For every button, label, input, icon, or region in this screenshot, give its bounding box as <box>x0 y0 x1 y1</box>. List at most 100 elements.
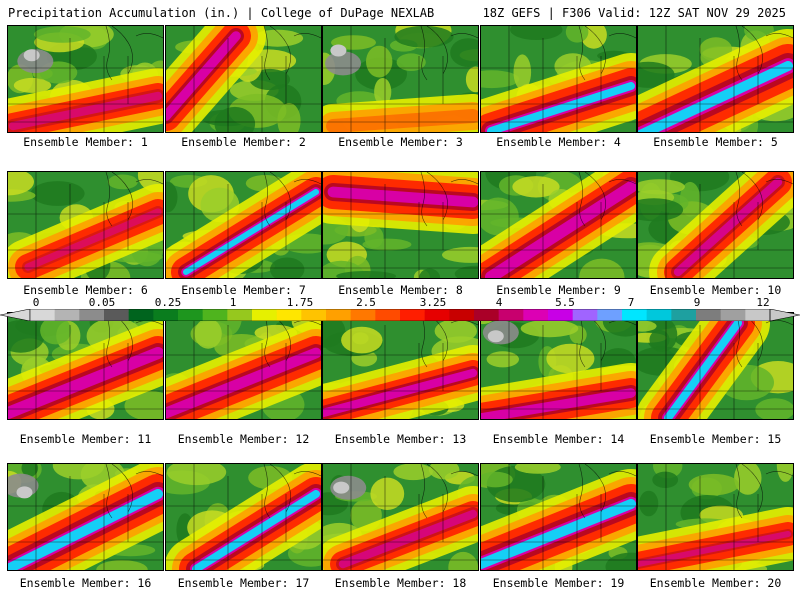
state-boundaries <box>8 26 163 132</box>
legend-tick: 0.25 <box>154 296 182 309</box>
state-boundaries <box>481 313 636 419</box>
precip-map <box>166 464 321 570</box>
legend-color-swatch <box>104 309 129 321</box>
legend-color-swatch <box>128 309 154 321</box>
legend-tick: 7 <box>627 296 635 309</box>
legend-tick: 4 <box>495 296 503 309</box>
state-boundaries <box>323 464 478 570</box>
ensemble-member-label: Ensemble Member: 2 <box>181 135 306 149</box>
ensemble-member-label: Ensemble Member: 19 <box>492 576 625 590</box>
legend-color-swatch <box>449 309 475 321</box>
precip-map <box>166 172 321 278</box>
legend-color-swatch <box>622 309 647 321</box>
ensemble-member-label: Ensemble Member: 3 <box>338 135 463 149</box>
state-boundaries <box>8 172 163 278</box>
precip-map <box>323 26 478 132</box>
color-scale-legend: 0 0.05 0.25 1 1.75 2.5 3.25 4 5.5 7 9 12 <box>0 297 800 321</box>
legend-tick: 1 <box>229 296 237 309</box>
legend-color-swatch <box>474 309 499 321</box>
legend-color-swatch <box>79 309 105 321</box>
ensemble-map-panel <box>322 463 479 571</box>
precip-map <box>638 26 793 132</box>
state-boundaries <box>481 172 636 278</box>
legend-color-swatch <box>671 309 697 321</box>
legend-color-swatch <box>597 309 623 321</box>
precip-map <box>638 464 793 570</box>
ensemble-member-label: Ensemble Member: 13 <box>334 432 467 446</box>
precip-map <box>481 464 636 570</box>
ensemble-member-label: Ensemble Member: 16 <box>19 576 152 590</box>
precip-map <box>8 313 163 419</box>
ensemble-map-panel <box>7 463 164 571</box>
precip-map <box>481 26 636 132</box>
precip-map <box>638 313 793 419</box>
ensemble-member-label: Ensemble Member: 5 <box>653 135 778 149</box>
legend-color-swatch <box>30 309 55 321</box>
ensemble-map-panel <box>480 463 637 571</box>
ensemble-map-panel <box>165 463 322 571</box>
ensemble-map-panel <box>480 171 637 279</box>
ensemble-map-panel <box>322 312 479 420</box>
ensemble-map-panel <box>480 25 637 133</box>
legend-arrow-left <box>0 309 31 321</box>
legend-color-swatch <box>375 309 401 321</box>
precip-map <box>166 26 321 132</box>
state-boundaries <box>166 26 321 132</box>
legend-color-swatch <box>523 309 549 321</box>
legend-tick: 2.5 <box>356 296 376 309</box>
legend-tick: 0 <box>32 296 40 309</box>
ensemble-map-panel <box>7 25 164 133</box>
legend-color-swatch <box>202 309 228 321</box>
state-boundaries <box>638 313 793 419</box>
legend-color-swatch <box>400 309 425 321</box>
color-bar <box>0 309 800 321</box>
legend-color-swatch <box>696 309 721 321</box>
ensemble-map-panel <box>165 312 322 420</box>
legend-color-swatch <box>276 309 302 321</box>
precip-map <box>8 26 163 132</box>
legend-color-swatch <box>227 309 253 321</box>
legend-color-swatch <box>350 309 376 321</box>
ensemble-member-label: Ensemble Member: 8 <box>338 283 463 297</box>
ensemble-member-label: Ensemble Member: 1 <box>23 135 148 149</box>
precip-map <box>166 313 321 419</box>
precip-map <box>8 464 163 570</box>
legend-color-swatch <box>252 309 277 321</box>
ensemble-member-label: Ensemble Member: 15 <box>649 432 782 446</box>
ensemble-map-panel <box>165 25 322 133</box>
precip-map <box>323 313 478 419</box>
legend-color-swatch <box>720 309 746 321</box>
legend-color-swatch <box>153 309 179 321</box>
legend-tick: 0.05 <box>88 296 116 309</box>
precip-map <box>638 172 793 278</box>
ensemble-map-panel <box>480 312 637 420</box>
legend-color-swatch <box>54 309 80 321</box>
state-boundaries <box>638 464 793 570</box>
state-boundaries <box>481 464 636 570</box>
ensemble-map-panel <box>7 171 164 279</box>
legend-color-swatch <box>424 309 450 321</box>
legend-tick: 1.75 <box>286 296 314 309</box>
ensemble-map-panel <box>637 25 794 133</box>
legend-tick: 5.5 <box>555 296 575 309</box>
legend-tick: 9 <box>693 296 701 309</box>
state-boundaries <box>8 313 163 419</box>
map-title: Precipitation Accumulation (in.) | Colle… <box>8 6 435 20</box>
ensemble-map-panel <box>637 312 794 420</box>
state-boundaries <box>638 26 793 132</box>
precip-map <box>481 172 636 278</box>
state-boundaries <box>166 464 321 570</box>
ensemble-map-panel <box>322 25 479 133</box>
precip-map <box>8 172 163 278</box>
ensemble-member-label: Ensemble Member: 14 <box>492 432 625 446</box>
ensemble-map-panel <box>637 463 794 571</box>
ensemble-map-panel <box>637 171 794 279</box>
precip-map <box>481 313 636 419</box>
legend-color-swatch <box>745 309 771 321</box>
legend-color-swatch <box>326 309 351 321</box>
ensemble-map-panel <box>322 171 479 279</box>
state-boundaries <box>481 26 636 132</box>
ensemble-member-label: Ensemble Member: 18 <box>334 576 467 590</box>
state-boundaries <box>638 172 793 278</box>
state-boundaries <box>323 172 478 278</box>
